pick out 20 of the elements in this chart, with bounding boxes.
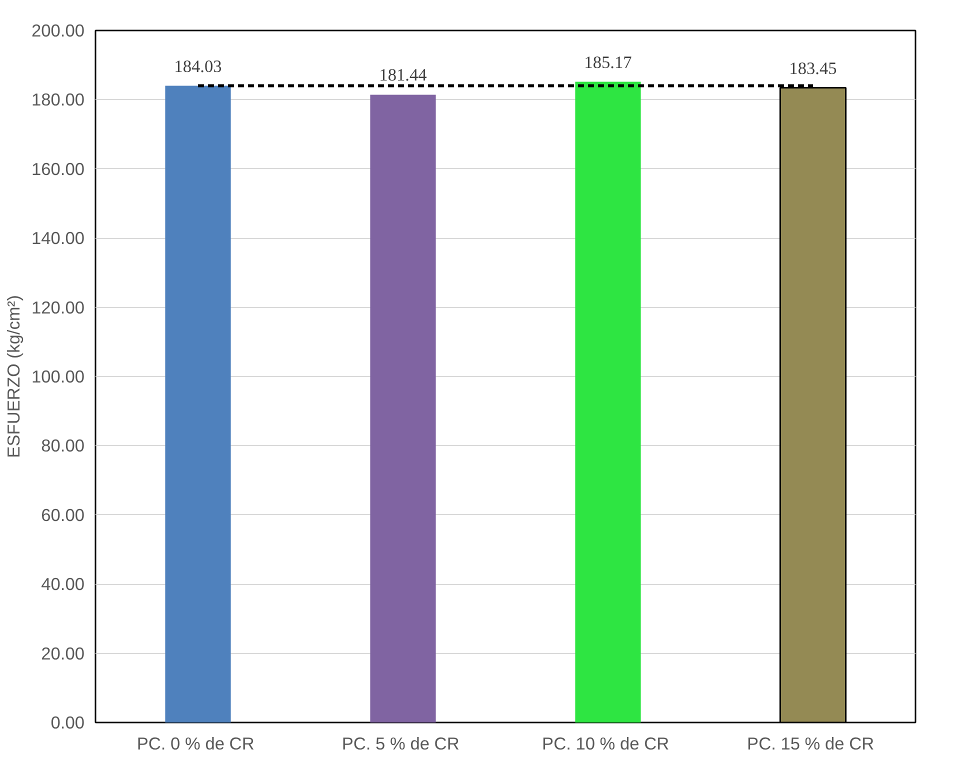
y-tick-label: 80.00 — [41, 436, 85, 456]
x-tick-label: PC. 10 % de CR — [542, 734, 670, 754]
y-tick-label: 0.00 — [50, 712, 85, 732]
y-tick-label: 100.00 — [32, 366, 84, 386]
y-tick-label: 60.00 — [41, 504, 85, 525]
data-label: 185.17 — [584, 52, 632, 72]
x-tick-label: PC. 0 % de CR — [136, 734, 254, 754]
y-tick-label: 180.00 — [32, 90, 84, 110]
y-tick-label: 140.00 — [32, 228, 84, 248]
y-tick-label: 40.00 — [41, 574, 85, 594]
data-label: 183.45 — [789, 58, 837, 78]
data-label: 184.03 — [174, 56, 222, 76]
x-tick-label: PC. 15 % de CR — [747, 734, 874, 754]
y-tick-label: 120.00 — [32, 297, 84, 318]
x-tick-label: PC. 5 % de CR — [342, 734, 460, 754]
y-axis-title: ESFUERZO (kg/cm²) — [4, 295, 24, 458]
data-label: 181.44 — [379, 66, 428, 85]
y-tick-label: 200.00 — [32, 20, 84, 40]
y-tick-label: 20.00 — [41, 643, 85, 664]
y-tick-label: 160.00 — [32, 158, 84, 179]
